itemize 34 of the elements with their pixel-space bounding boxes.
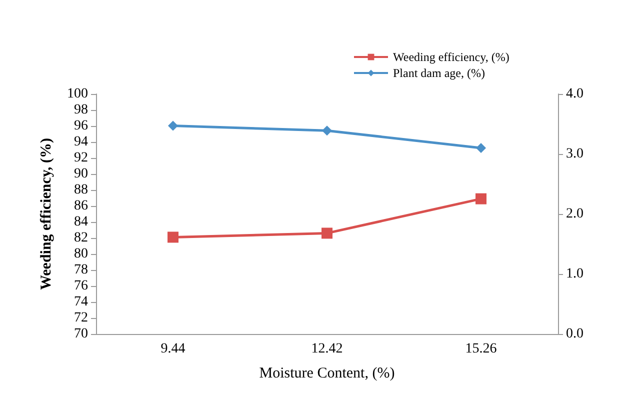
y-tick-label: 74 [74,294,88,310]
y-tick-label: 100 [67,86,88,102]
y-tick-label: 94 [74,134,88,150]
y-tick-label: 88 [74,182,88,198]
y-tick-label: 92 [74,150,88,166]
y-tick-label: 78 [74,262,88,278]
y-tick-label: 82 [74,230,88,246]
point [168,120,178,131]
y-tick-label: 80 [74,246,88,262]
y2-tick-label: 3.0 [566,146,584,162]
legend-label: Weeding efficiency, (%) [393,50,510,64]
y-tick-label: 90 [74,166,88,182]
y-tick-label: 84 [74,214,88,230]
point [322,228,332,239]
legend-label: Plant dam age, (%) [393,66,485,80]
point [476,193,486,204]
y-tick-label: 72 [74,310,88,326]
x-tick-label: 9.44 [160,342,186,356]
y2-tick-label: 2.0 [566,206,584,222]
y-tick-label: 86 [74,198,88,214]
point [168,232,178,243]
point [322,126,332,136]
y-axis-title: Weeding efficiency, (%) [38,138,54,290]
x-axis-title: Moisture Content, (%) [259,366,395,382]
x-tick-label: 15.26 [465,342,497,356]
y-tick-label: 96 [74,118,88,134]
y-tick-label: 76 [74,278,88,294]
point [476,143,486,153]
x-tick-label: 12.42 [311,342,343,356]
y2-tick-label: 4.0 [566,86,584,102]
y2-tick-label: 0.0 [566,326,584,342]
y2-tick-label: 1.0 [566,266,584,282]
y-tick-label: 70 [74,326,88,342]
y-tick-label: 98 [74,102,88,118]
